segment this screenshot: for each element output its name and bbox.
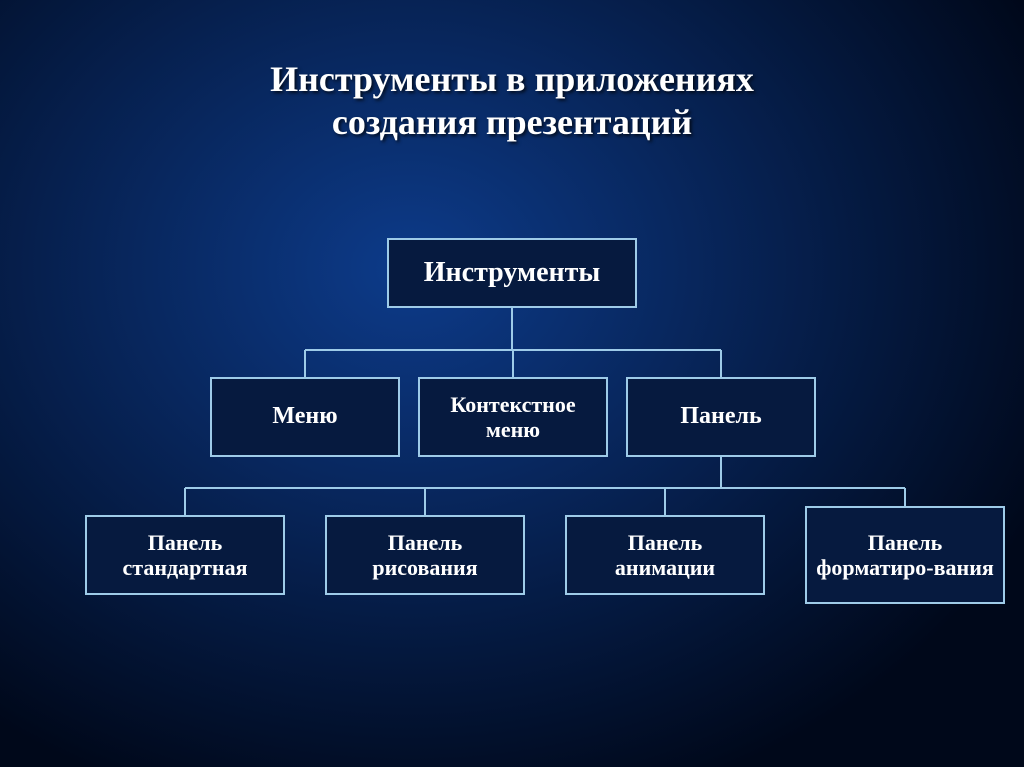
node-panel-drawing: Панель рисования — [325, 515, 525, 595]
node-menu: Меню — [210, 377, 400, 457]
title-line-1: Инструменты в приложениях — [270, 59, 754, 99]
slide: Инструменты в приложениях создания презе… — [0, 0, 1024, 767]
node-context-menu: Контекстное меню — [418, 377, 608, 457]
node-panel-standard: Панель стандартная — [85, 515, 285, 595]
title-line-2: создания презентаций — [332, 102, 692, 142]
slide-title: Инструменты в приложениях создания презе… — [0, 58, 1024, 144]
node-panel-animation: Панель анимации — [565, 515, 765, 595]
node-panel-formatting: Панель форматиро-вания — [805, 506, 1005, 604]
node-panel: Панель — [626, 377, 816, 457]
node-root: Инструменты — [387, 238, 637, 308]
